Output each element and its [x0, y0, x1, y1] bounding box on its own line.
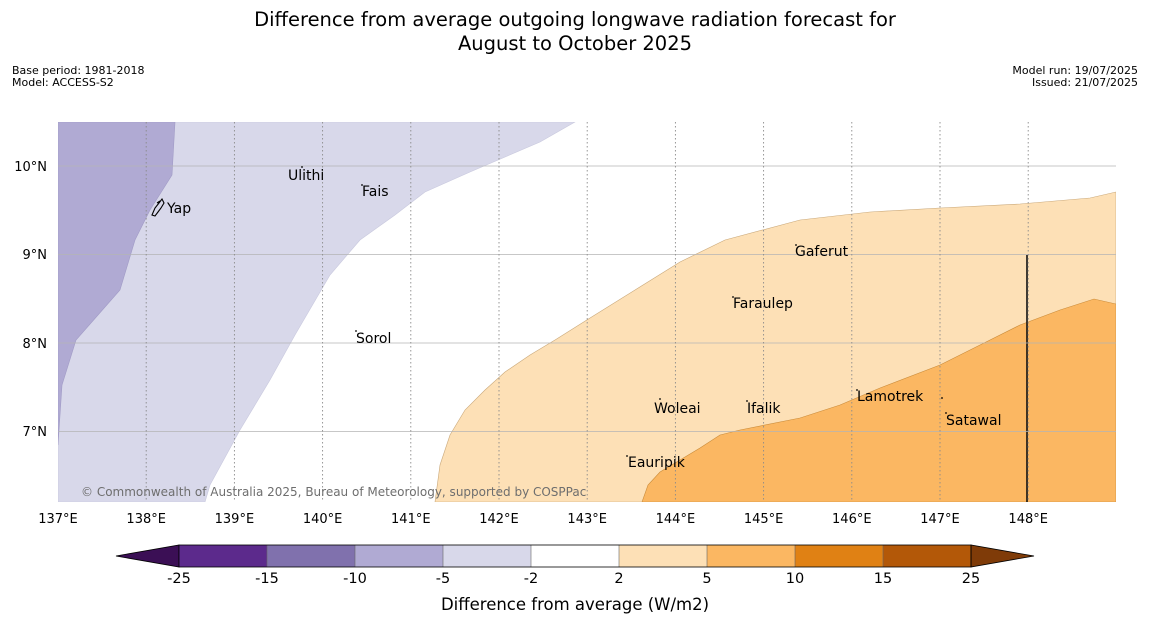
lon-tick-label: 141°E	[391, 512, 431, 527]
model-run: Model run: 19/07/2025	[1012, 64, 1138, 77]
colorbar-extend-high	[970, 544, 1035, 568]
colorbar-tick-label: 15	[874, 571, 892, 587]
lat-tick-label: 9°N	[23, 248, 48, 263]
colorbar-tick-label: -5	[436, 571, 450, 587]
colorbar-segment	[355, 545, 443, 567]
place-label-sorol: Sorol	[356, 331, 391, 347]
lat-tick-label: 8°N	[23, 337, 48, 352]
lon-tick-label: 137°E	[38, 512, 78, 527]
colorbar-segment	[267, 545, 355, 567]
base-period: Base period: 1981-2018	[12, 64, 145, 77]
colorbar-tick-label: 25	[962, 571, 980, 587]
colorbar-segment	[619, 545, 707, 567]
colorbar-segment	[883, 545, 971, 567]
colorbar-segment	[531, 545, 619, 567]
colorbar-outline	[178, 544, 972, 568]
place-label-ulithi: Ulithi	[288, 168, 324, 184]
place-label-faraulep: Faraulep	[733, 296, 793, 312]
colorbar: -25 -15 -10 -5 -2 2 5 10 15 25 Differenc…	[115, 544, 1035, 614]
lon-tick-label: 138°E	[126, 512, 166, 527]
meta-right: Model run: 19/07/2025 Issued: 21/07/2025	[1012, 65, 1138, 89]
lon-tick-label: 140°E	[303, 512, 343, 527]
title-line-2: August to October 2025	[457, 32, 693, 55]
colorbar-segment	[179, 545, 267, 567]
place-label-gaferut: Gaferut	[795, 244, 849, 260]
place-label-eauripik: Eauripik	[628, 455, 686, 471]
colorbar-tick-label: 5	[702, 571, 711, 587]
colorbar-segment	[443, 545, 531, 567]
colorbar-tick-label: -10	[343, 571, 367, 587]
place-label-woleai: Woleai	[654, 401, 701, 417]
place-label-ifalik: Ifalik	[747, 401, 781, 417]
lon-tick-label: 139°E	[215, 512, 255, 527]
place-label-yap: Yap	[166, 201, 191, 217]
place-label-fais: Fais	[362, 184, 389, 200]
model-name: Model: ACCESS-S2	[12, 76, 114, 89]
title-line-1: Difference from average outgoing longwav…	[254, 8, 896, 31]
lat-tick-labels: 10°N 9°N 8°N 7°N	[14, 160, 47, 440]
yap-island-outline	[151, 197, 165, 217]
colorbar-extend-low	[115, 544, 180, 568]
lat-tick-label: 10°N	[14, 160, 47, 175]
lon-gridlines	[145, 122, 1029, 502]
colorbar-tick-label: 2	[614, 571, 623, 587]
lon-tick-label: 148°E	[1008, 512, 1048, 527]
colorbar-tick-label: -2	[524, 571, 538, 587]
colorbar-tick-label: -15	[255, 571, 279, 587]
colorbar-segment	[795, 545, 883, 567]
meta-left: Base period: 1981-2018 Model: ACCESS-S2	[12, 65, 144, 89]
place-label-lamotrek: Lamotrek	[857, 389, 924, 405]
lon-tick-label: 146°E	[832, 512, 872, 527]
colorbar-tick-label: 10	[786, 571, 804, 587]
issued-date: Issued: 21/07/2025	[1031, 76, 1138, 89]
lon-tick-labels: 137°E 138°E 139°E 140°E 141°E 142°E 143°…	[38, 512, 1048, 527]
lat-tick-label: 7°N	[23, 425, 48, 440]
lon-tick-label: 147°E	[920, 512, 960, 527]
colorbar-tick-label: -25	[167, 571, 191, 587]
colorbar-segment	[707, 545, 795, 567]
lon-tick-label: 145°E	[744, 512, 784, 527]
lon-tick-label: 143°E	[567, 512, 607, 527]
map-title: Difference from average outgoing longwav…	[0, 8, 1150, 56]
lon-tick-label: 142°E	[479, 512, 519, 527]
copyright-credit: © Commonwealth of Australia 2025, Bureau…	[81, 485, 586, 499]
lon-tick-label: 144°E	[656, 512, 696, 527]
colorbar-title: Difference from average (W/m2)	[441, 595, 709, 614]
place-label-satawal: Satawal	[946, 413, 1001, 429]
island-markers	[301, 166, 947, 457]
region-minus5-minus2	[58, 122, 576, 502]
